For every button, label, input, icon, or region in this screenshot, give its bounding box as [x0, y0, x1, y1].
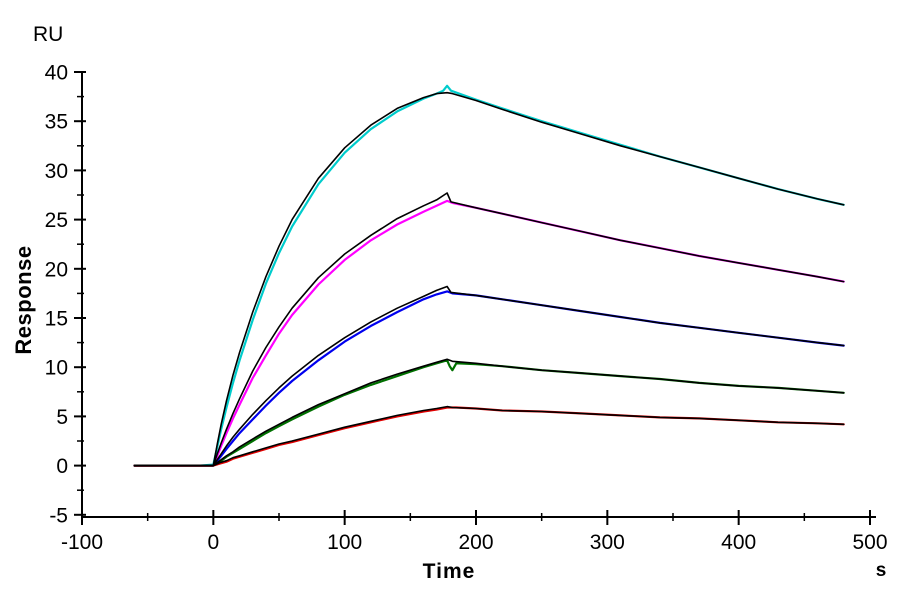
x-tick-label: 400 [721, 531, 756, 554]
y-tick-label: 0 [56, 455, 68, 478]
curve-5-red-trace [133, 406, 845, 467]
curve-4-green-trace [133, 359, 845, 467]
x-tick-label: -100 [61, 531, 103, 554]
curve-4-green-fit-line [133, 358, 845, 467]
y-axis-title: Response [11, 245, 36, 355]
curve-2-magenta-fit-line [133, 192, 845, 467]
y-axis-unit-label: RU [33, 23, 64, 46]
x-tick-label: 200 [458, 531, 493, 554]
x-tick-label: 500 [852, 531, 887, 554]
y-tick-label: -5 [49, 504, 68, 527]
y-tick-label: 35 [45, 111, 68, 134]
x-tick-label: 300 [590, 531, 625, 554]
y-tick-label: 5 [56, 406, 68, 429]
curve-3-blue-trace [133, 290, 845, 467]
y-tick-label: 40 [45, 62, 68, 85]
curve-5-red-fit-line [133, 405, 845, 467]
y-tick-label: 25 [45, 209, 68, 232]
y-tick-label: 10 [45, 357, 68, 380]
x-tick-label: 100 [327, 531, 362, 554]
x-axis-title: Time [422, 560, 476, 583]
curve-3-blue-fit-line [133, 285, 845, 467]
x-tick-label: 0 [207, 531, 219, 554]
y-tick-label: 15 [45, 308, 68, 331]
y-tick-label: 30 [45, 160, 68, 183]
curve-1-cyan-fit-line [133, 91, 845, 467]
y-tick-label: 20 [45, 258, 68, 281]
x-axis-unit-label: s [875, 560, 887, 581]
